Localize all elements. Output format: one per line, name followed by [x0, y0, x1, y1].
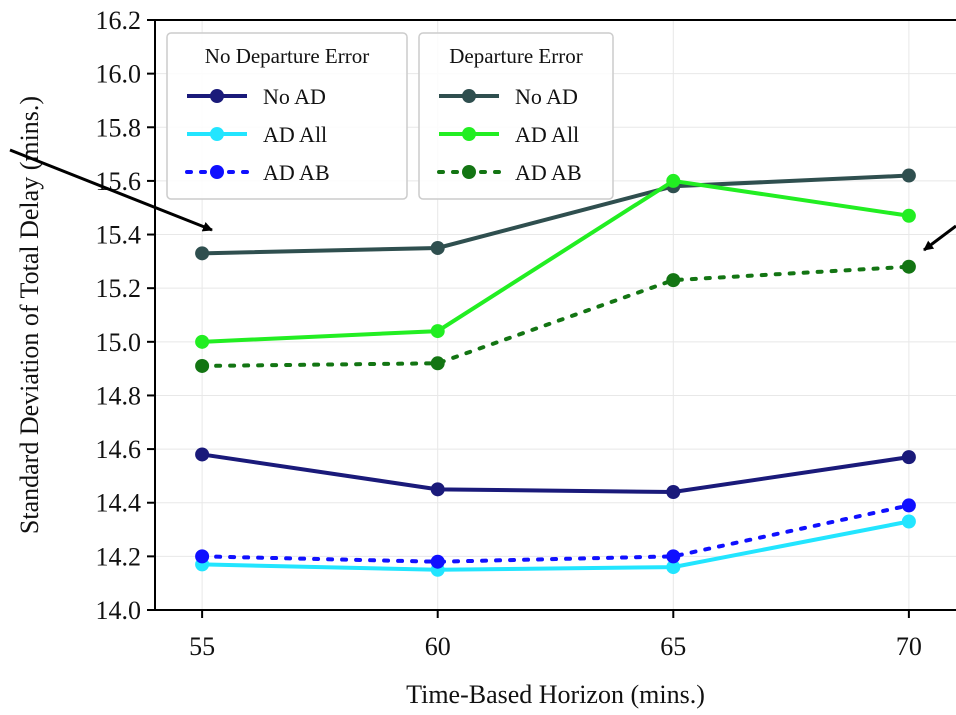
x-tick-label: 60: [425, 632, 451, 661]
ticks: 14.0 14.2 14.4 14.6 14.8 15.0 15.2 15.4 15.6 15.8…: [96, 6, 922, 661]
y-tick-label: 14.6: [96, 435, 142, 464]
y-tick-label: 14.0: [96, 596, 142, 625]
legend-entry-label: AD All: [263, 122, 327, 147]
y-tick-label: 16.0: [96, 60, 142, 89]
legend-box: [418, 32, 614, 200]
series-point: [666, 273, 681, 288]
series-point: [901, 208, 916, 223]
legend-entry-label: AD AB: [515, 160, 582, 185]
y-tick-label: 15.0: [96, 328, 142, 357]
y-tick-label: 15.4: [96, 221, 142, 250]
y-tick-label: 15.6: [96, 167, 142, 196]
series-point: [195, 246, 210, 261]
series-point: [430, 324, 445, 339]
series-line: [202, 173, 909, 256]
plot-frame: [154, 19, 956, 611]
legend-swatch-marker: [210, 127, 224, 141]
series-point: [430, 554, 445, 569]
y-tick-label: 14.2: [96, 542, 142, 571]
series-line: [202, 519, 910, 572]
series-point: [666, 485, 681, 499]
x-tick-label: 55: [189, 632, 215, 661]
legend-box: [166, 32, 408, 200]
series-point: [901, 498, 916, 513]
x-tick-label: 65: [660, 632, 686, 661]
series-point: [666, 173, 681, 188]
annotation-arrow-left: [9, 148, 213, 232]
y-tick-label: 14.8: [96, 381, 142, 410]
legend-entry-label: AD All: [515, 122, 579, 147]
series-point: [195, 334, 210, 349]
series-line: [200, 264, 911, 368]
series-group: [195, 168, 916, 577]
legend-entry-label: No AD: [515, 84, 578, 109]
legend-title: Departure Error: [449, 44, 583, 68]
y-tick-label: 16.2: [96, 6, 142, 35]
y-tick-label: 15.2: [96, 274, 142, 303]
x-axis-label: Time-Based Horizon (mins.): [406, 680, 705, 709]
legend-swatch-marker: [210, 89, 224, 103]
y-tick-label: 14.4: [96, 489, 142, 518]
series-point: [901, 259, 916, 274]
series-point: [901, 168, 916, 183]
legend-swatch-marker: [462, 165, 476, 179]
series-line: [201, 452, 910, 495]
legends: No Departure Error No AD AD All AD AB Depart…: [166, 32, 614, 200]
legend-swatch-marker: [462, 127, 476, 141]
series-point: [430, 482, 445, 497]
series-point: [195, 549, 210, 564]
legend-entry-label: No AD: [263, 84, 326, 109]
series-point: [430, 356, 445, 371]
series-point: [901, 514, 916, 529]
x-tick-label: 70: [896, 632, 922, 661]
legend-swatch-marker: [210, 165, 224, 179]
series-point: [430, 240, 445, 255]
annotation-arrow-right: [923, 224, 956, 252]
y-axis-label: Standard Deviation of Total Delay (mins.…: [15, 96, 44, 534]
legend-entry-label: AD AB: [263, 160, 330, 185]
y-tick-label: 15.8: [96, 113, 142, 142]
series-line: [200, 503, 911, 564]
series-point: [666, 560, 681, 575]
series-line: [202, 178, 910, 344]
series-point: [901, 450, 916, 465]
series-point: [195, 447, 210, 462]
legend-swatch-marker: [462, 89, 476, 103]
series-point: [195, 358, 210, 373]
legend-title: No Departure Error: [205, 44, 369, 68]
series-point: [666, 549, 681, 564]
